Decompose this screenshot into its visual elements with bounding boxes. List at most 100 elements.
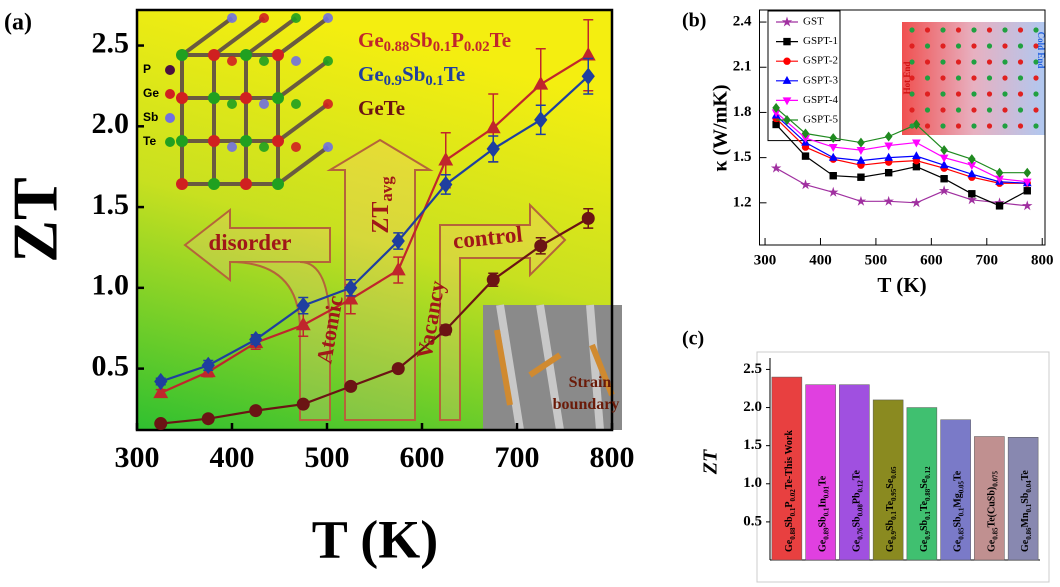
- marker: [249, 330, 263, 349]
- y-tick-label: 0.5: [743, 513, 762, 529]
- text-part: Sb: [885, 519, 896, 531]
- marker: [829, 172, 837, 180]
- lattice-atom: [272, 178, 284, 190]
- marker: [938, 185, 950, 196]
- lattice-bar: [276, 16, 330, 57]
- marker: [391, 362, 405, 376]
- text-part: 0.08: [856, 504, 864, 517]
- inset-atom: [940, 107, 946, 113]
- annotation: disorder: [208, 230, 291, 255]
- inset-atom: [971, 27, 977, 33]
- inset-atom: [1017, 27, 1024, 33]
- lattice-atom: [208, 178, 220, 190]
- atom-label: Sb: [143, 110, 158, 124]
- annotation-text: boundary: [553, 396, 620, 413]
- text-part: 0.05: [957, 480, 965, 493]
- marker: [1023, 167, 1032, 178]
- bar: [940, 419, 971, 561]
- marker: [439, 323, 453, 337]
- text-part: 0.85: [957, 527, 965, 540]
- inset-atom: [909, 27, 915, 33]
- text-part: 0.12: [856, 480, 864, 493]
- inset-atom: [924, 91, 931, 97]
- inset-atom: [971, 91, 977, 97]
- inset-atom: [955, 75, 962, 81]
- y-axis-label: ZT: [700, 449, 722, 475]
- bar: [805, 384, 836, 561]
- marker: [295, 316, 311, 331]
- lattice-atom: [208, 92, 220, 104]
- marker: [912, 151, 921, 160]
- lattice-atom: [259, 13, 269, 23]
- text-part: 0.1: [957, 507, 965, 516]
- text-part: 0.95: [890, 488, 898, 501]
- inset-atom: [986, 75, 993, 81]
- inset-atom: [986, 59, 993, 65]
- text-part: Se: [919, 478, 930, 489]
- text-part: 0.76: [856, 527, 864, 540]
- text-part: 0.1: [1025, 503, 1033, 512]
- text-part: Se: [885, 478, 896, 489]
- text-part: Te: [490, 28, 511, 52]
- inset-atom: [924, 75, 931, 81]
- lattice-atom: [323, 142, 333, 152]
- text-part: 0.88: [384, 39, 410, 55]
- marker: [783, 115, 791, 125]
- inset-atom: [955, 107, 962, 113]
- marker: [857, 137, 865, 148]
- marker: [828, 186, 839, 197]
- lattice-atom: [291, 142, 301, 152]
- lattice-atom: [240, 178, 252, 190]
- lattice-atom: [272, 135, 284, 147]
- marker: [855, 195, 867, 206]
- lattice-atom: [208, 49, 220, 61]
- text-part: Te: [953, 470, 964, 481]
- lattice-atom: [240, 135, 252, 147]
- category-label: Ge0.85Sb0.1Mg0.05Te: [953, 470, 965, 552]
- inset-atom: [909, 123, 915, 129]
- marker: [533, 76, 549, 90]
- category-label: Ge0.88Sb0.1P0.02Te-This Work: [784, 430, 796, 552]
- legend-label: GSPT-1: [803, 35, 838, 47]
- marker: [439, 175, 453, 194]
- y-tick-label: 2.1: [733, 59, 752, 75]
- panel-label: (c): [682, 328, 704, 350]
- marker: [801, 128, 810, 139]
- marker: [828, 152, 838, 161]
- inset-atom: [971, 75, 977, 81]
- x-tick-label: 600: [400, 441, 445, 474]
- marker: [486, 273, 500, 287]
- marker: [801, 152, 810, 160]
- text-part: Sb: [402, 62, 425, 86]
- lattice-atom: [259, 142, 269, 152]
- y-tick-label: 1.8: [733, 104, 752, 120]
- inset-atom: [986, 43, 993, 49]
- series-line: [160, 54, 589, 394]
- y-tick-label: 1.0: [743, 475, 762, 491]
- inset-atom: [986, 91, 993, 97]
- marker: [828, 144, 838, 152]
- text-part: 0.01: [822, 485, 830, 498]
- marker: [782, 75, 792, 84]
- text-part: 0.1: [788, 507, 796, 516]
- marker: [581, 67, 595, 85]
- text-part: 0.86: [1025, 527, 1033, 540]
- text-part: Te: [444, 62, 465, 86]
- series-line: [775, 167, 1028, 207]
- marker: [781, 16, 793, 27]
- marker: [1023, 187, 1031, 195]
- inset-atom: [909, 107, 915, 113]
- series-line: [775, 115, 1028, 184]
- lattice-atom: [259, 99, 269, 109]
- text-part: Sb: [818, 516, 829, 528]
- text-part: 0.02: [788, 489, 796, 502]
- lattice-bar: [212, 16, 266, 57]
- lattice-atom: [291, 56, 301, 66]
- inset-atom: [1002, 43, 1008, 49]
- lattice-bar: [276, 102, 330, 143]
- text-part: Ge: [885, 539, 896, 552]
- bar: [974, 436, 1005, 561]
- inset-atom: [955, 27, 962, 33]
- marker: [485, 119, 501, 134]
- legend-label: Ge0.9Sb0.1Te: [358, 62, 465, 90]
